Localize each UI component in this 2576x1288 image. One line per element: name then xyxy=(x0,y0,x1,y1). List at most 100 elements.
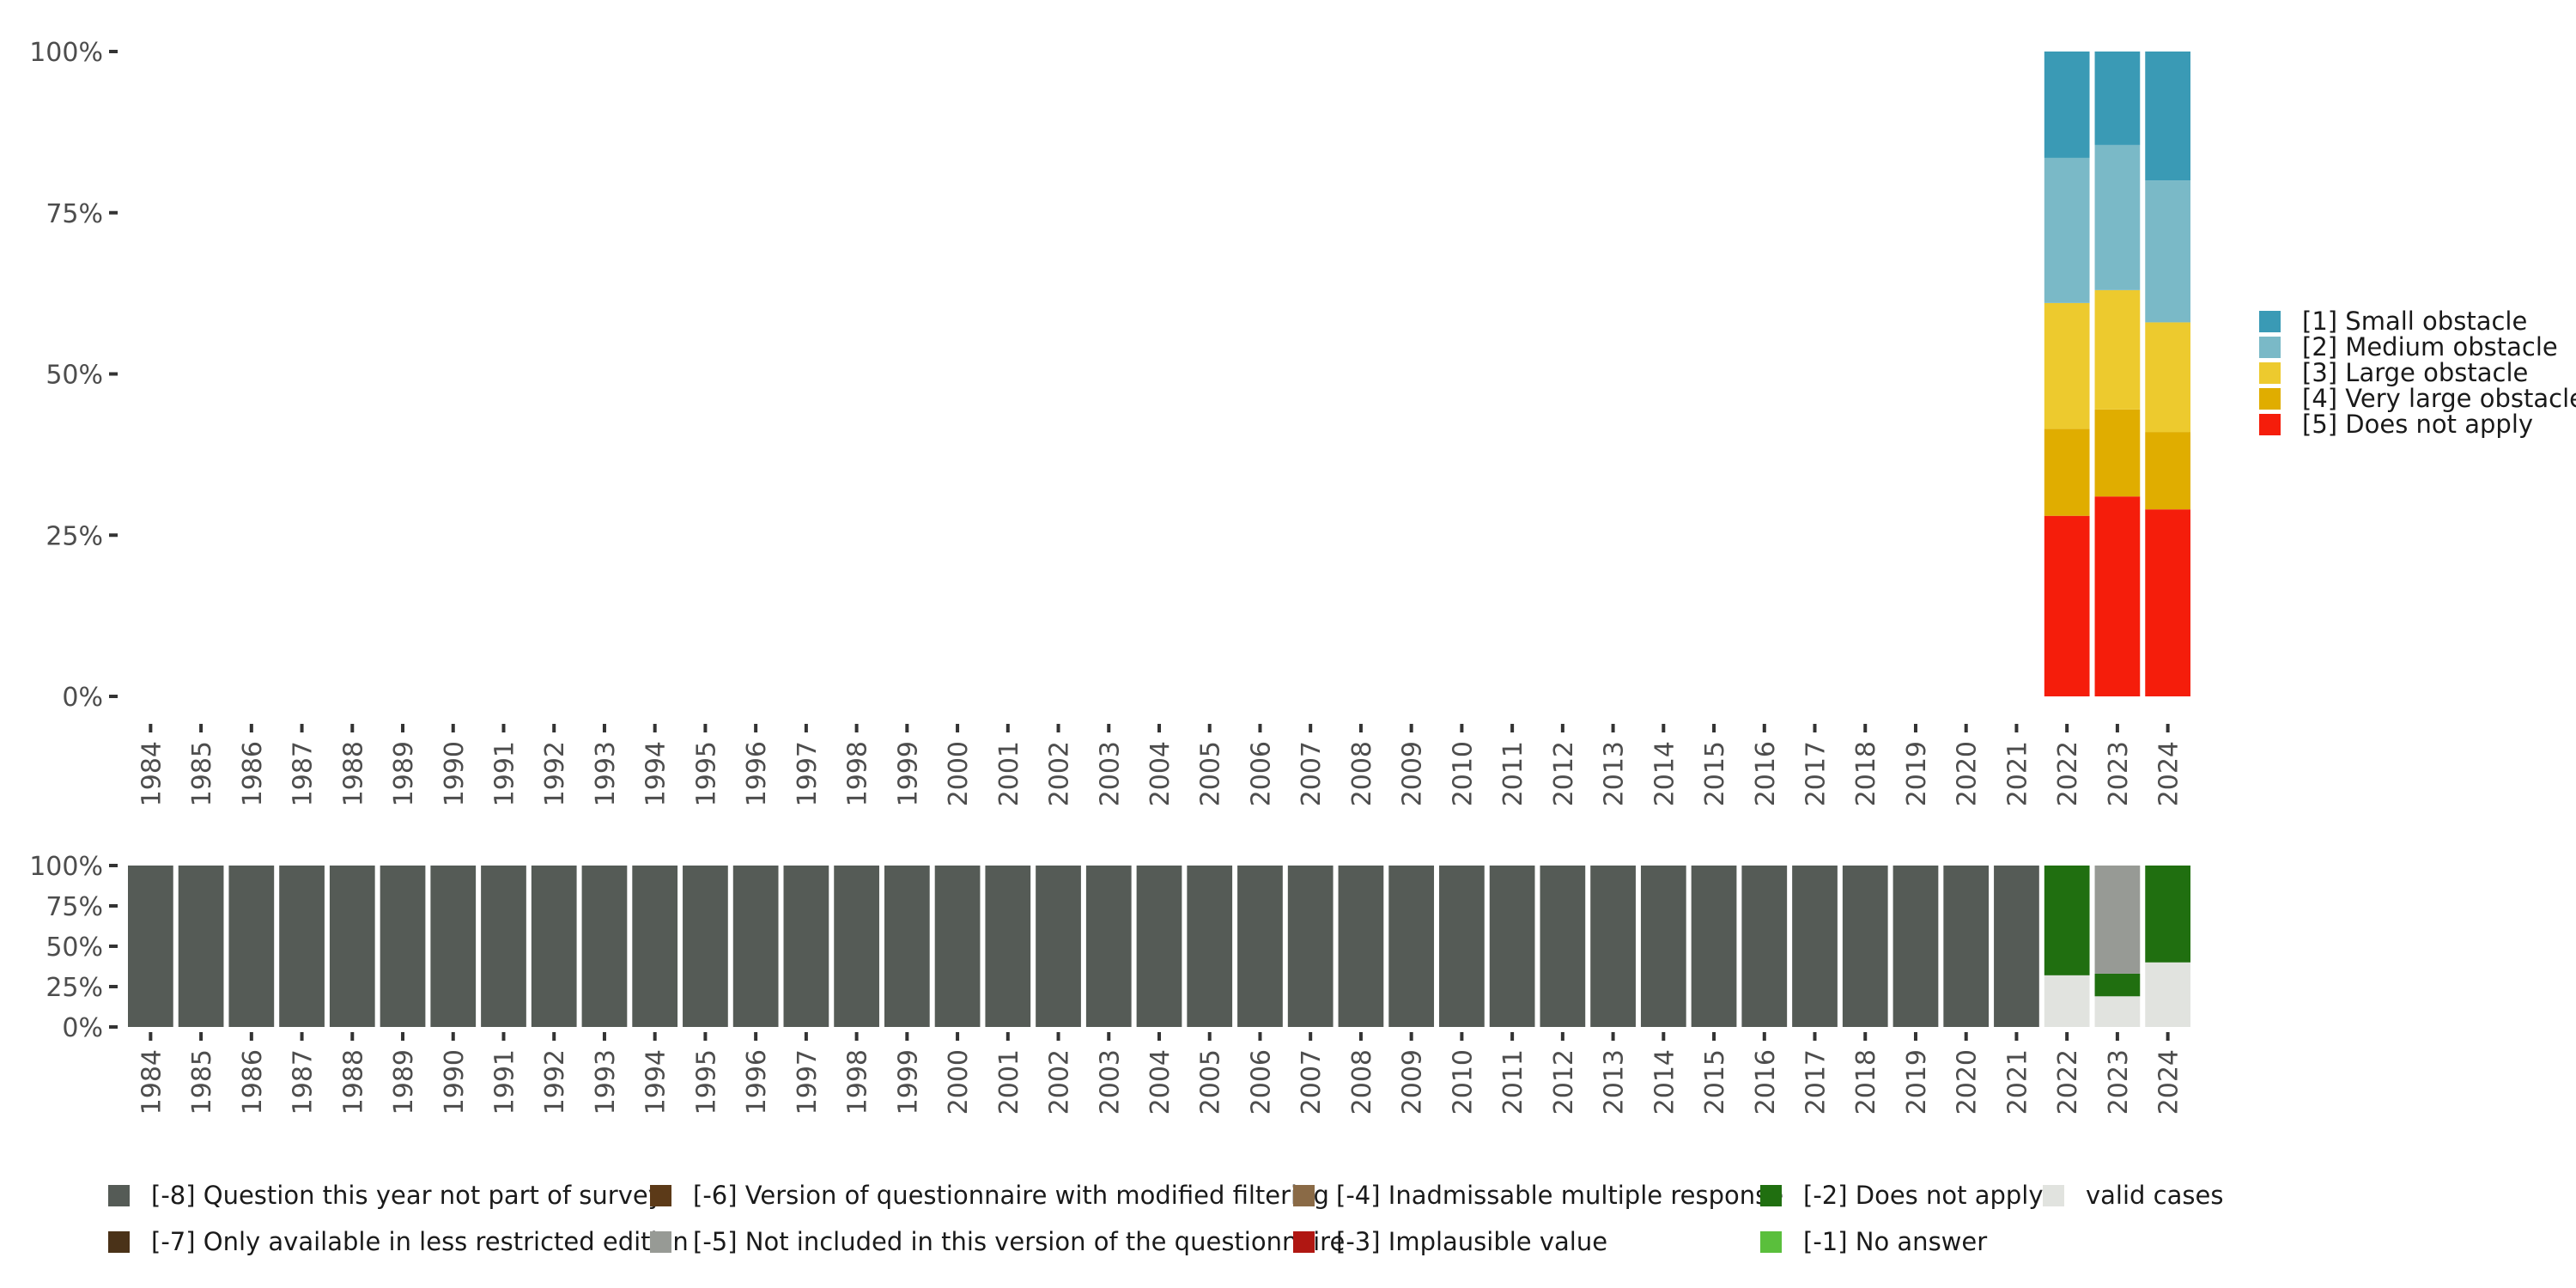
bar-segment-1998-8-question-this-year-not-part-of-survey xyxy=(834,866,879,1027)
x-tick-label-1987: 1987 xyxy=(289,1049,319,1115)
top-panel-answers-chart: 0% 25% 50% 75% 100% 1984 1985 1986 1987 1988 1989 1… xyxy=(29,38,2190,806)
legend-swatch-3-large-obstacle xyxy=(2259,362,2281,384)
x-tick-label-2024: 2024 xyxy=(2154,1049,2184,1115)
x-tick-label-2020: 2020 xyxy=(1953,741,1983,806)
bar-segment-2007-8-question-this-year-not-part-of-survey xyxy=(1287,866,1334,1027)
x-tick-label-1998: 1998 xyxy=(843,1049,873,1115)
x-tick-label-2004: 2004 xyxy=(1145,741,1176,806)
legend-label-4-very-large-obstacle: [4] Very large obstacle xyxy=(2302,384,2576,413)
bar-segment-2010-8-question-this-year-not-part-of-survey xyxy=(1439,866,1485,1027)
x-tick-label-2020: 2020 xyxy=(1953,1049,1983,1115)
x-tick-label-1996: 1996 xyxy=(742,741,772,806)
y-tick-label: 100% xyxy=(29,852,103,882)
bar-segment-2004-8-question-this-year-not-part-of-survey xyxy=(1136,866,1182,1027)
bar-segment-2000-8-question-this-year-not-part-of-survey xyxy=(934,866,981,1027)
legend-label-2-does-not-apply: [-2] Does not apply xyxy=(1803,1181,2044,1210)
y-tick-label: 50% xyxy=(46,933,103,963)
y-tick-label: 0% xyxy=(62,683,103,713)
x-tick-label-2002: 2002 xyxy=(1045,1049,1075,1115)
bar-segment-2012-8-question-this-year-not-part-of-survey xyxy=(1540,866,1586,1027)
bar-segment-2024-1-small-obstacle xyxy=(2145,52,2190,181)
legend-label-5-does-not-apply: [5] Does not apply xyxy=(2302,410,2533,439)
y-tick-label: 100% xyxy=(29,38,103,68)
bar-segment-1985-8-question-this-year-not-part-of-survey xyxy=(178,866,224,1027)
bar-segment-2009-8-question-this-year-not-part-of-survey xyxy=(1388,866,1435,1027)
x-tick-label-2009: 2009 xyxy=(1398,1049,1428,1115)
x-tick-label-1999: 1999 xyxy=(893,1049,923,1115)
x-tick-label-2006: 2006 xyxy=(1246,741,1276,806)
bar-segment-2016-8-question-this-year-not-part-of-survey xyxy=(1741,866,1788,1027)
x-tick-label-1984: 1984 xyxy=(137,1049,167,1115)
legend-swatch-7-only-available-in-less-restricted-edition xyxy=(108,1231,130,1253)
bar-segment-2008-8-question-this-year-not-part-of-survey xyxy=(1338,866,1384,1027)
x-tick-label-2006: 2006 xyxy=(1246,1049,1276,1115)
x-tick-label-1986: 1986 xyxy=(238,1049,268,1115)
x-tick-label-2019: 2019 xyxy=(1902,1049,1932,1115)
bar-segment-2017-8-question-this-year-not-part-of-survey xyxy=(1792,866,1838,1027)
bar-segment-2024-valid-cases xyxy=(2145,962,2190,1027)
x-tick-label-2010: 2010 xyxy=(1448,741,1478,806)
x-tick-label-2000: 2000 xyxy=(944,741,974,806)
legend-swatch-2-medium-obstacle xyxy=(2259,337,2281,358)
bar-segment-2011-8-question-this-year-not-part-of-survey xyxy=(1489,866,1535,1027)
x-tick-label-1990: 1990 xyxy=(440,741,470,806)
bar-segment-2022-2-does-not-apply xyxy=(2044,866,2090,975)
x-tick-label-1985: 1985 xyxy=(187,741,217,806)
x-tick-label-1995: 1995 xyxy=(691,741,721,806)
x-tick-label-2010: 2010 xyxy=(1448,1049,1478,1115)
x-tick-label-2011: 2011 xyxy=(1498,741,1528,806)
y-tick-label: 25% xyxy=(46,973,103,1003)
bar-segment-2020-8-question-this-year-not-part-of-survey xyxy=(1943,866,1990,1027)
x-tick-label-2007: 2007 xyxy=(1297,741,1327,806)
bar-segment-2023-valid-cases xyxy=(2094,996,2141,1027)
x-tick-label-1992: 1992 xyxy=(540,741,570,806)
bar-segment-2022-4-very-large-obstacle xyxy=(2044,428,2090,516)
bar-segment-2002-8-question-this-year-not-part-of-survey xyxy=(1036,866,1081,1027)
bar-segment-1997-8-question-this-year-not-part-of-survey xyxy=(783,866,829,1027)
bar-segment-2023-5-not-included-in-this-version-of-the-questionnaire xyxy=(2094,866,2141,974)
x-tick-label-2024: 2024 xyxy=(2154,741,2184,806)
x-tick-label-2000: 2000 xyxy=(944,1049,974,1115)
x-tick-label-2021: 2021 xyxy=(2002,741,2032,806)
x-tick-label-2002: 2002 xyxy=(1045,741,1075,806)
x-tick-label-2003: 2003 xyxy=(1095,741,1125,806)
legend-label-5-not-included-in-this-version-of-the-questionnaire: [-5] Not included in this version of the… xyxy=(693,1227,1345,1256)
x-tick-label-2019: 2019 xyxy=(1902,741,1932,806)
x-tick-label-2023: 2023 xyxy=(2104,1049,2134,1115)
x-tick-label-2005: 2005 xyxy=(1196,1049,1226,1115)
x-tick-label-2017: 2017 xyxy=(1801,1049,1832,1115)
bar-segment-1989-8-question-this-year-not-part-of-survey xyxy=(380,866,426,1027)
x-tick-label-2013: 2013 xyxy=(1600,741,1630,806)
bar-segment-2023-2-medium-obstacle xyxy=(2094,144,2141,290)
bar-segment-2023-5-does-not-apply xyxy=(2094,496,2141,696)
x-tick-label-2005: 2005 xyxy=(1196,741,1226,806)
bar-segment-1999-8-question-this-year-not-part-of-survey xyxy=(884,866,930,1027)
y-tick-label: 25% xyxy=(46,521,103,551)
x-tick-label-2015: 2015 xyxy=(1700,741,1730,806)
bar-segment-2023-2-does-not-apply xyxy=(2094,973,2141,997)
legend-label-4-inadmissable-multiple-response: [-4] Inadmissable multiple response xyxy=(1336,1181,1783,1210)
bar-segment-2022-3-large-obstacle xyxy=(2044,302,2090,429)
bar-segment-2023-3-large-obstacle xyxy=(2094,289,2141,410)
top-legend: [1] Small obstacle[2] Medium obstacle[3]… xyxy=(2259,307,2576,439)
legend-label-3-implausible-value: [-3] Implausible value xyxy=(1336,1227,1607,1256)
x-tick-label-1985: 1985 xyxy=(187,1049,217,1115)
bar-segment-2024-2-medium-obstacle xyxy=(2145,180,2190,323)
legend-label-1-small-obstacle: [1] Small obstacle xyxy=(2302,307,2527,336)
legend-swatch-3-implausible-value xyxy=(1293,1231,1315,1253)
x-tick-label-2023: 2023 xyxy=(2104,741,2134,806)
legend-swatch-4-inadmissable-multiple-response xyxy=(1293,1185,1315,1206)
x-tick-label-2015: 2015 xyxy=(1700,1049,1730,1115)
bottom-legend: [-8] Question this year not part of surv… xyxy=(108,1181,2223,1256)
x-tick-label-2011: 2011 xyxy=(1498,1049,1528,1115)
x-tick-label-1989: 1989 xyxy=(389,741,419,806)
legend-swatch-4-very-large-obstacle xyxy=(2259,388,2281,410)
bar-segment-2003-8-question-this-year-not-part-of-survey xyxy=(1085,866,1132,1027)
legend-swatch-1-no-answer xyxy=(1760,1231,1782,1253)
y-tick-label: 50% xyxy=(46,361,103,391)
bar-segment-1994-8-question-this-year-not-part-of-survey xyxy=(632,866,678,1027)
x-tick-label-1997: 1997 xyxy=(793,741,823,806)
x-tick-label-2018: 2018 xyxy=(1851,1049,1881,1115)
legend-label-valid-cases: valid cases xyxy=(2086,1181,2223,1210)
